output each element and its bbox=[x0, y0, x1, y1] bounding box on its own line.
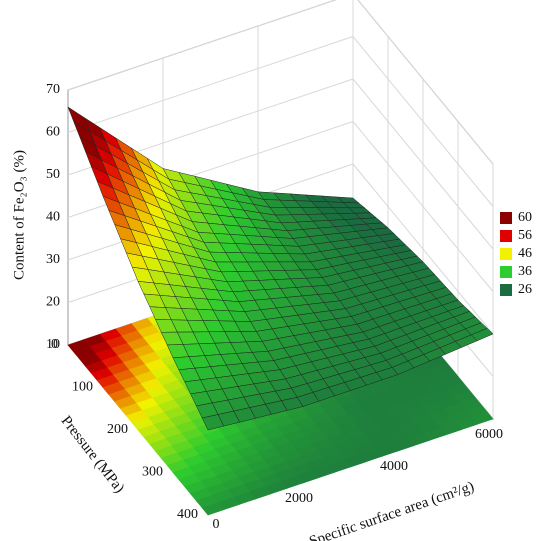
grid-line bbox=[67, 0, 494, 165]
surface-cell bbox=[201, 414, 225, 431]
x-tick-label: 0 bbox=[51, 337, 58, 352]
z-tick-label: 40 bbox=[46, 210, 60, 225]
labels: 10 20 30 40 50 60 70 2000 4000 6000 0 0 100 200 300 400… bbox=[46, 82, 532, 532]
z-tick-label: 30 bbox=[46, 252, 60, 267]
legend-swatch bbox=[500, 212, 512, 224]
x-tick-label: 400 bbox=[177, 507, 198, 522]
y-axis-label: Specific surface area (cm²/g) bbox=[307, 479, 476, 541]
z-tick-label: 50 bbox=[46, 167, 60, 182]
legend-label: 36 bbox=[518, 264, 532, 279]
z-tick-label: 10 bbox=[46, 337, 60, 352]
z-tick-label: 20 bbox=[46, 295, 60, 310]
y-tick-label: 4000 bbox=[380, 459, 408, 474]
surface bbox=[67, 106, 494, 431]
z-tick-label: 60 bbox=[46, 125, 60, 140]
legend-swatch bbox=[500, 230, 512, 242]
x-tick-label: 100 bbox=[72, 380, 93, 395]
y-tick-label: 2000 bbox=[285, 491, 313, 506]
legend-swatch bbox=[500, 266, 512, 278]
x-tick-label: 200 bbox=[107, 422, 128, 437]
legend-label: 46 bbox=[518, 246, 532, 261]
z-tick-label: 70 bbox=[46, 82, 60, 97]
legend-label: 60 bbox=[518, 210, 532, 225]
x-tick-label: 300 bbox=[142, 465, 163, 480]
legend-swatch bbox=[500, 284, 512, 296]
legend-label: 26 bbox=[518, 282, 532, 297]
y-tick-label: 6000 bbox=[475, 427, 503, 442]
legend-swatch bbox=[500, 248, 512, 260]
z-axis-label: Content of Fe₂O₃ (%) bbox=[11, 150, 27, 280]
y-tick-label: 0 bbox=[213, 517, 220, 532]
floor-cell bbox=[201, 502, 225, 516]
legend-label: 56 bbox=[518, 228, 532, 243]
